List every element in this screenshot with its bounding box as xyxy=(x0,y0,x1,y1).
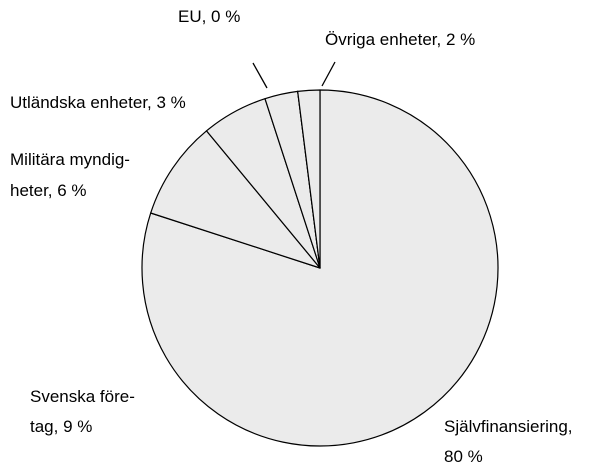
slice-label: EU, 0 % xyxy=(178,7,240,26)
slice-label: heter, 6 % xyxy=(10,181,87,200)
slice-label: Svenska före- xyxy=(30,387,135,406)
pie-slice xyxy=(297,89,321,269)
slice-label: Utländska enheter, 3 % xyxy=(10,93,186,112)
pie-slice xyxy=(141,89,499,447)
slice-label: Självfinansiering, xyxy=(444,417,573,436)
pie-slice xyxy=(150,130,321,269)
slice-label: Övriga enheter, 2 % xyxy=(325,30,475,49)
slices xyxy=(141,89,499,447)
slice-label: Militära myndig- xyxy=(10,150,130,169)
leader-line xyxy=(321,61,336,87)
slice-label: tag, 9 % xyxy=(30,417,92,436)
slice-label: 80 % xyxy=(444,447,483,466)
leader-line xyxy=(252,62,268,89)
